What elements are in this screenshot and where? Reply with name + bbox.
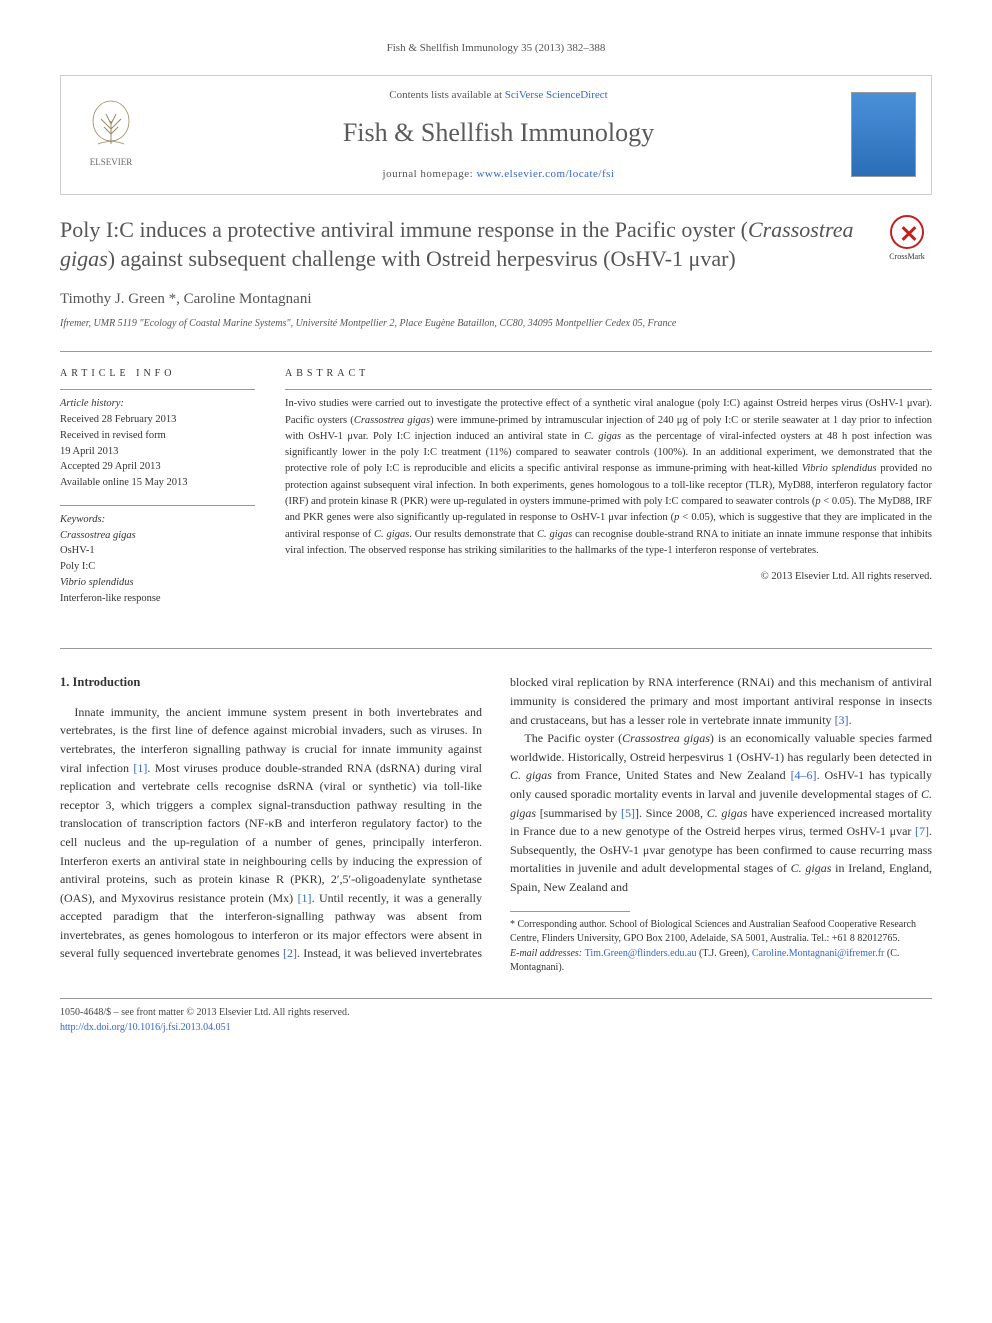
title-text-post: ) against subsequent challenge with Ostr… (108, 246, 736, 271)
keyword-2: OsHV-1 (60, 543, 255, 559)
history-accepted: Accepted 29 April 2013 (60, 459, 255, 475)
abstract-column: ABSTRACT In-vivo studies were carried ou… (285, 366, 932, 620)
p1-b: . Most viruses produce double-stranded R… (60, 761, 482, 887)
history-online: Available online 15 May 2013 (60, 475, 255, 491)
p2-em5: C. gigas (791, 861, 832, 875)
keyword-5: Interferon-like response (60, 591, 255, 607)
keyword-4: Vibrio splendidus (60, 575, 255, 591)
article-info-column: ARTICLE INFO Article history: Received 2… (60, 366, 255, 620)
article-info-heading: ARTICLE INFO (60, 366, 255, 381)
ref-4-6[interactable]: [4–6] (791, 768, 817, 782)
crossmark-label: CrossMark (889, 251, 925, 263)
abs-em3: Vibrio splendidus (802, 463, 877, 474)
abstract-heading: ABSTRACT (285, 366, 932, 381)
ref-3[interactable]: [3] (835, 713, 849, 727)
journal-center: Contents lists available at SciVerse Sci… (146, 87, 851, 183)
separator-rule (60, 351, 932, 352)
history-received: Received 28 February 2013 (60, 412, 255, 428)
sciverse-link[interactable]: SciVerse ScienceDirect (505, 89, 608, 101)
abstract-text: In-vivo studies were carried out to inve… (285, 389, 932, 559)
email-label: E-mail addresses: (510, 948, 585, 959)
homepage-prefix: journal homepage: (383, 168, 477, 180)
email-1-link[interactable]: Tim.Green@flinders.edu.au (585, 948, 697, 959)
journal-header-box: ELSEVIER Contents lists available at Sci… (60, 75, 932, 195)
ref-1b[interactable]: [1] (298, 891, 312, 905)
issn-copyright: 1050-4648/$ – see front matter © 2013 El… (60, 1005, 932, 1020)
full-width-rule (60, 648, 932, 649)
article-history-block: Article history: Received 28 February 20… (60, 389, 255, 491)
email-1-name: (T.J. Green), (697, 948, 752, 959)
header-citation: Fish & Shellfish Immunology 35 (2013) 38… (60, 40, 932, 57)
footnote-separator (510, 911, 630, 912)
abstract-copyright: © 2013 Elsevier Ltd. All rights reserved… (285, 569, 932, 585)
article-title: Poly I:C induces a protective antiviral … (60, 215, 867, 274)
email-addresses-note: E-mail addresses: Tim.Green@flinders.edu… (510, 947, 932, 976)
intro-paragraph-2: The Pacific oyster (Crassostrea gigas) i… (510, 729, 932, 896)
footnote-block: * Corresponding author. School of Biolog… (510, 911, 932, 976)
journal-cover-thumbnail (851, 92, 916, 177)
elsevier-tree-icon (86, 99, 136, 154)
keywords-block: Keywords: Crassostrea gigas OsHV-1 Poly … (60, 505, 255, 607)
journal-homepage-link[interactable]: www.elsevier.com/locate/fsi (476, 168, 614, 180)
keywords-label: Keywords: (60, 512, 255, 528)
contents-available-line: Contents lists available at SciVerse Sci… (146, 87, 851, 104)
p1-f: . (849, 713, 852, 727)
abs-em1: Crassostrea gigas (354, 415, 430, 426)
title-text-pre: Poly I:C induces a protective antiviral … (60, 217, 748, 242)
abs-em4: C. gigas (374, 529, 409, 540)
crossmark-badge[interactable]: CrossMark (882, 215, 932, 263)
abs-t7: . Our results demonstrate that (409, 529, 537, 540)
keyword-3: Poly I:C (60, 559, 255, 575)
footer: 1050-4648/$ – see front matter © 2013 El… (60, 1005, 932, 1035)
history-revised-label: Received in revised form (60, 428, 255, 444)
authors: Timothy J. Green *, Caroline Montagnani (60, 288, 932, 311)
corresponding-author-note: * Corresponding author. School of Biolog… (510, 918, 932, 947)
elsevier-logo: ELSEVIER (76, 90, 146, 180)
affiliation: Ifremer, UMR 5119 "Ecology of Coastal Ma… (60, 316, 932, 331)
keyword-1: Crassostrea gigas (60, 528, 255, 544)
journal-homepage-line: journal homepage: www.elsevier.com/locat… (146, 166, 851, 183)
history-revised-date: 19 April 2013 (60, 444, 255, 460)
journal-name: Fish & Shellfish Immunology (146, 113, 851, 152)
p2-a: The Pacific oyster ( (524, 731, 622, 745)
ref-7[interactable]: [7] (915, 824, 929, 838)
abs-em5: C. gigas (537, 529, 572, 540)
ref-1[interactable]: [1] (133, 761, 147, 775)
body-two-column: 1. Introduction Innate immunity, the anc… (60, 673, 932, 975)
contents-prefix: Contents lists available at (389, 89, 504, 101)
p2-c: from France, United States and New Zeala… (552, 768, 791, 782)
section-1-heading: 1. Introduction (60, 673, 482, 692)
p2-f: ]. Since 2008, (635, 806, 707, 820)
p2-em1: Crassostrea gigas (622, 731, 710, 745)
crossmark-icon (890, 215, 924, 249)
title-row: Poly I:C induces a protective antiviral … (60, 215, 932, 274)
email-2-link[interactable]: Caroline.Montagnani@ifremer.fr (752, 948, 885, 959)
p2-em2: C. gigas (510, 768, 552, 782)
history-label: Article history: (60, 396, 255, 412)
ref-2[interactable]: [2] (283, 946, 297, 960)
p2-e: [summarised by (536, 806, 621, 820)
elsevier-text: ELSEVIER (90, 156, 133, 170)
p2-em4: C. gigas (707, 806, 748, 820)
footer-separator (60, 998, 932, 999)
abs-em2: C. gigas (584, 431, 621, 442)
doi-link[interactable]: http://dx.doi.org/10.1016/j.fsi.2013.04.… (60, 1022, 231, 1033)
info-abstract-row: ARTICLE INFO Article history: Received 2… (60, 366, 932, 620)
ref-5[interactable]: [5] (621, 806, 635, 820)
